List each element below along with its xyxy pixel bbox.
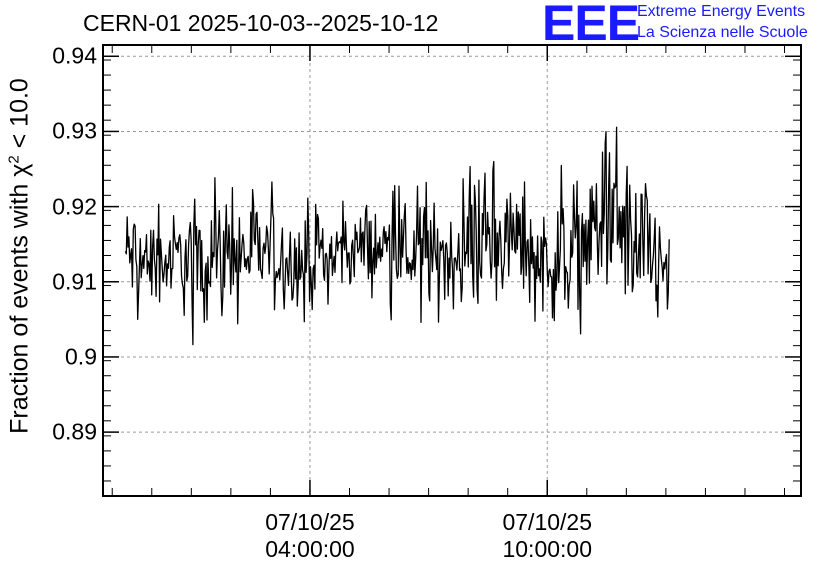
logo-caption-line1: Extreme Energy Events (637, 3, 806, 20)
y-tick-label: 0.94 (52, 42, 97, 69)
x-tick-time: 10:00:00 (502, 536, 592, 562)
eee-logo: EEE (542, 0, 640, 51)
y-axis-label-post: < 10.0 (5, 78, 34, 156)
y-tick-label: 0.9 (65, 343, 97, 370)
grid-lines (103, 45, 801, 496)
x-tick-date: 07/10/25 (265, 509, 355, 535)
y-tick-label: 0.93 (52, 117, 97, 144)
y-tick-label: 0.89 (52, 418, 97, 445)
y-axis-label-sup: 2 (5, 155, 23, 164)
x-tick-label: 07/10/25 10:00:00 (502, 509, 592, 563)
y-tick-label: 0.91 (52, 268, 97, 295)
x-tick-label: 07/10/25 04:00:00 (265, 509, 355, 563)
series-line (124, 126, 670, 346)
chart-title: CERN-01 2025-10-03--2025-10-12 (83, 10, 439, 36)
y-tick-label: 0.92 (52, 193, 97, 220)
series-group (124, 126, 670, 346)
x-tick-date: 07/10/25 (502, 509, 592, 535)
y-axis-label-pre: Fraction of events with χ (5, 163, 34, 434)
logo-caption-line2: La Scienza nelle Scuole (637, 24, 808, 41)
x-tick-time: 04:00:00 (265, 536, 355, 562)
axis-ticks (103, 44, 801, 497)
y-axis-label: Fraction of events with χ2 < 10.0 (5, 78, 34, 434)
